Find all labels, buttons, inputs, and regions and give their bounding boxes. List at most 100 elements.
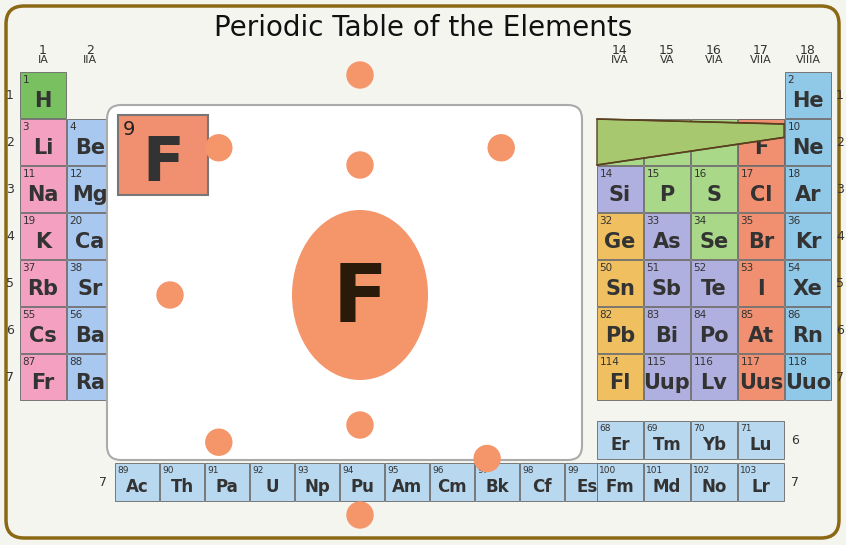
- FancyBboxPatch shape: [597, 119, 643, 165]
- FancyBboxPatch shape: [565, 463, 609, 501]
- Text: 8: 8: [694, 122, 700, 131]
- FancyBboxPatch shape: [738, 260, 784, 306]
- Text: As: As: [652, 232, 681, 252]
- Polygon shape: [597, 119, 784, 165]
- Text: He: He: [792, 90, 824, 111]
- FancyBboxPatch shape: [67, 307, 113, 353]
- Text: I: I: [757, 278, 765, 299]
- Text: 89: 89: [117, 465, 129, 475]
- FancyBboxPatch shape: [67, 119, 113, 165]
- Text: 101: 101: [646, 465, 663, 475]
- Text: 6: 6: [791, 433, 799, 446]
- FancyBboxPatch shape: [691, 307, 737, 353]
- FancyBboxPatch shape: [738, 119, 784, 165]
- Text: P: P: [659, 185, 674, 204]
- FancyBboxPatch shape: [20, 260, 66, 306]
- FancyBboxPatch shape: [644, 463, 690, 501]
- Text: 117: 117: [740, 356, 761, 366]
- Text: Fr: Fr: [31, 373, 55, 392]
- FancyBboxPatch shape: [597, 421, 643, 459]
- Text: 52: 52: [694, 263, 706, 272]
- Text: 9: 9: [123, 120, 135, 139]
- Text: 7: 7: [99, 475, 107, 488]
- Text: Ne: Ne: [792, 137, 824, 158]
- FancyBboxPatch shape: [597, 260, 643, 306]
- Text: Pu: Pu: [350, 477, 374, 495]
- Text: 4: 4: [6, 229, 14, 243]
- Text: Mg: Mg: [72, 185, 107, 204]
- Text: Bk: Bk: [486, 477, 508, 495]
- Text: Cl: Cl: [750, 185, 772, 204]
- FancyBboxPatch shape: [295, 463, 339, 501]
- Text: 95: 95: [387, 465, 398, 475]
- Text: 15: 15: [659, 44, 675, 57]
- FancyBboxPatch shape: [691, 260, 737, 306]
- Text: Rn: Rn: [793, 325, 823, 346]
- FancyBboxPatch shape: [67, 260, 113, 306]
- Text: 116: 116: [694, 356, 713, 366]
- Text: 7: 7: [6, 371, 14, 384]
- FancyBboxPatch shape: [691, 421, 737, 459]
- Text: Cf: Cf: [532, 477, 552, 495]
- Text: Xe: Xe: [793, 278, 823, 299]
- Text: 11: 11: [23, 168, 36, 179]
- FancyBboxPatch shape: [691, 213, 737, 259]
- Text: 15: 15: [646, 168, 660, 179]
- Text: 1: 1: [836, 88, 843, 101]
- Circle shape: [347, 62, 373, 88]
- Text: 35: 35: [740, 215, 754, 226]
- Text: No: No: [701, 477, 727, 495]
- Text: At: At: [748, 325, 774, 346]
- FancyBboxPatch shape: [385, 463, 429, 501]
- FancyBboxPatch shape: [475, 463, 519, 501]
- Text: 14: 14: [600, 168, 613, 179]
- Text: 50: 50: [600, 263, 613, 272]
- Circle shape: [347, 502, 373, 528]
- Text: 103: 103: [740, 465, 757, 475]
- Text: Li: Li: [33, 137, 53, 158]
- Text: 33: 33: [646, 215, 660, 226]
- Text: 9: 9: [740, 122, 747, 131]
- Text: 71: 71: [740, 423, 751, 433]
- Text: Sn: Sn: [605, 278, 635, 299]
- Text: 54: 54: [788, 263, 801, 272]
- Text: 100: 100: [599, 465, 616, 475]
- FancyBboxPatch shape: [785, 72, 831, 118]
- Text: S: S: [706, 185, 722, 204]
- Text: 4: 4: [836, 229, 843, 243]
- Text: 83: 83: [646, 310, 660, 319]
- Text: 16: 16: [706, 44, 722, 57]
- Text: Sr: Sr: [77, 278, 102, 299]
- FancyBboxPatch shape: [691, 166, 737, 212]
- FancyBboxPatch shape: [738, 307, 784, 353]
- Text: Sb: Sb: [652, 278, 682, 299]
- Text: 14: 14: [613, 44, 628, 57]
- FancyBboxPatch shape: [67, 166, 113, 212]
- Text: 9: 9: [740, 122, 747, 131]
- Text: 7: 7: [836, 371, 844, 384]
- Text: Es: Es: [576, 477, 597, 495]
- Text: Ca: Ca: [75, 232, 105, 252]
- Text: K: K: [35, 232, 51, 252]
- Text: Se: Se: [700, 232, 728, 252]
- FancyBboxPatch shape: [20, 72, 66, 118]
- FancyBboxPatch shape: [738, 119, 784, 165]
- FancyBboxPatch shape: [785, 354, 831, 400]
- Text: Periodic Table of the Elements: Periodic Table of the Elements: [214, 14, 632, 42]
- Text: Lu: Lu: [750, 435, 772, 453]
- Text: VIIA: VIIA: [750, 55, 772, 65]
- Circle shape: [347, 412, 373, 438]
- Text: 97: 97: [477, 465, 488, 475]
- Text: 51: 51: [646, 263, 660, 272]
- Text: 91: 91: [207, 465, 218, 475]
- Text: Ba: Ba: [75, 325, 105, 346]
- Text: Ac: Ac: [125, 477, 148, 495]
- Text: Np: Np: [304, 477, 330, 495]
- Text: Yb: Yb: [702, 435, 726, 453]
- Text: Ar: Ar: [794, 185, 821, 204]
- FancyBboxPatch shape: [738, 463, 784, 501]
- Text: 37: 37: [23, 263, 36, 272]
- FancyBboxPatch shape: [160, 463, 204, 501]
- Text: 2: 2: [836, 136, 843, 148]
- Circle shape: [157, 282, 183, 308]
